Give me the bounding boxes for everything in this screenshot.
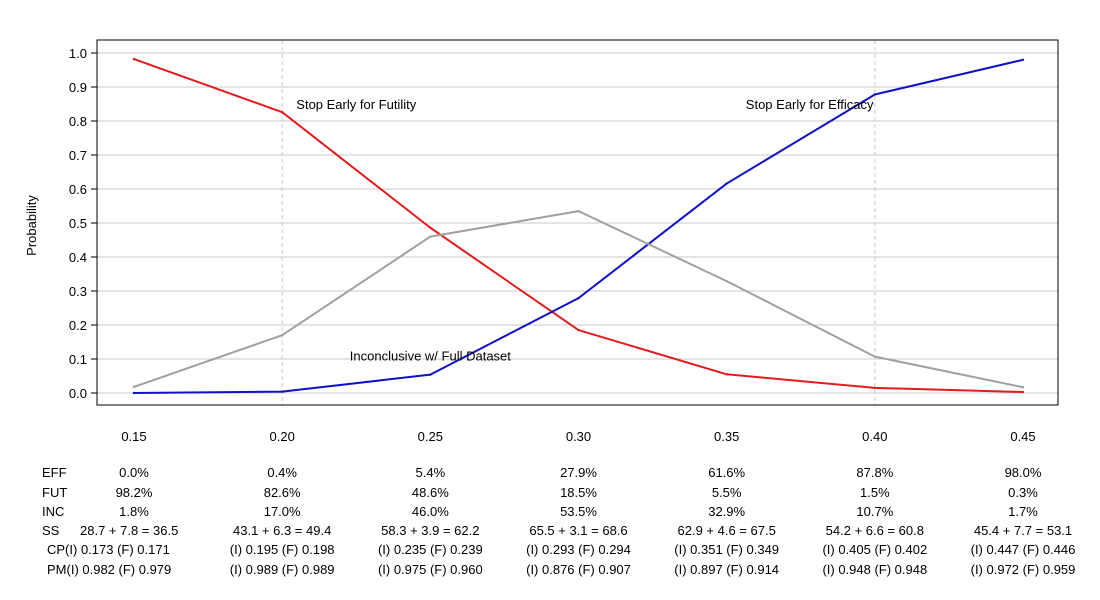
table-row-label: INC [42, 504, 64, 519]
y-tick-label: 0.2 [69, 318, 87, 333]
grid-lines [97, 52, 1058, 394]
table-cell: (I) 0.989 (F) 0.989 [230, 562, 335, 577]
x-axis: 0.15 0.20 0.25 0.30 0.35 0.40 0.45 [121, 429, 1035, 444]
x-tick-label: 0.30 [566, 429, 591, 444]
table-cell: 98.2% [116, 485, 153, 500]
series-line-futility [133, 58, 1024, 393]
data-point-futility [132, 57, 136, 61]
table-cell: (I) 0.405 (F) 0.402 [822, 542, 927, 557]
data-point-inconclusive [577, 209, 580, 213]
summary-table: EFF 0.0% 0.4% 5.4% 27.9% 61.6% 87.8% 98.0% FUT 98… [42, 465, 1075, 577]
table-cell: 0.4% [267, 465, 297, 480]
table-cell: 82.6% [264, 485, 301, 500]
table-cell: 48.6% [412, 485, 449, 500]
data-point-efficacy [1021, 58, 1025, 61]
table-cell: 1.8% [119, 504, 149, 519]
data-point-efficacy [577, 296, 580, 300]
table-cell: (I) 0.351 (F) 0.349 [674, 542, 779, 557]
table-cell: (I) 0.195 (F) 0.198 [230, 542, 335, 557]
table-cell: 43.1 + 6.3 = 49.4 [233, 523, 331, 538]
y-tick-label: 0.1 [69, 352, 87, 367]
table-cell: (I) 0.972 (F) 0.959 [971, 562, 1076, 577]
x-tick-label: 0.40 [862, 429, 887, 444]
table-row-label: SS [42, 523, 60, 538]
x-tick-label: 0.20 [270, 429, 295, 444]
data-point-efficacy [280, 390, 284, 393]
data-point-efficacy [725, 182, 728, 185]
table-cell: 54.2 + 6.6 = 60.8 [826, 523, 924, 538]
data-point-futility [873, 386, 877, 390]
y-tick-label: 1.0 [69, 46, 87, 61]
annotation-label: Stop Early for Efficacy [746, 97, 874, 112]
table-cell: 45.4 + 7.7 = 53.1 [974, 523, 1072, 538]
table-cell: 53.5% [560, 504, 597, 519]
data-point-efficacy [429, 373, 432, 376]
y-tick-label: 0.0 [69, 386, 87, 401]
annotation-label: Inconclusive w/ Full Dataset [350, 349, 512, 364]
table-row-label: EFF [42, 465, 67, 480]
data-point-efficacy [132, 391, 136, 395]
x-tick-label: 0.45 [1010, 429, 1035, 444]
table-cell: 61.6% [708, 465, 745, 480]
y-tick-label: 0.9 [69, 80, 87, 95]
table-cell: 5.5% [712, 485, 742, 500]
data-point-inconclusive [280, 334, 284, 337]
table-cell: (I) 0.948 (F) 0.948 [822, 562, 927, 577]
data-point-inconclusive [429, 235, 432, 238]
data-point-efficacy [873, 93, 877, 96]
table-cell: (I) 0.235 (F) 0.239 [378, 542, 483, 557]
table-cell: 1.5% [860, 485, 890, 500]
x-tick-label: 0.35 [714, 429, 739, 444]
annotations: Stop Early for Futility Stop Early for Ef… [296, 97, 874, 364]
data-point-futility [280, 110, 284, 114]
data-point-futility [1021, 390, 1025, 394]
y-axis: 0.0 0.1 0.2 0.3 0.4 0.5 0.6 0.7 0.8 0.9 1.0 [69, 46, 97, 401]
table-cell: (I) 0.876 (F) 0.907 [526, 562, 631, 577]
table-cell: (I) 0.293 (F) 0.294 [526, 542, 631, 557]
series-line-efficacy [133, 58, 1024, 394]
x-tick-label: 0.25 [418, 429, 443, 444]
table-cell: 65.5 + 3.1 = 68.6 [529, 523, 627, 538]
data-point-inconclusive [873, 355, 877, 358]
data-point-futility [725, 373, 728, 376]
table-cell: 58.3 + 3.9 = 62.2 [381, 523, 479, 538]
table-cell: 10.7% [856, 504, 893, 519]
table-cell: 18.5% [560, 485, 597, 500]
y-axis-label: Probability [24, 195, 39, 256]
series-lines [132, 57, 1025, 395]
data-point-inconclusive [1021, 386, 1025, 389]
y-tick-label: 0.7 [69, 148, 87, 163]
x-tick-label: 0.15 [121, 429, 146, 444]
table-cell: (I) 0.975 (F) 0.960 [378, 562, 483, 577]
data-point-inconclusive [725, 279, 728, 283]
table-cell: (I) 0.447 (F) 0.446 [971, 542, 1076, 557]
vertical-reference-lines [281, 40, 876, 405]
table-cell: 98.0% [1005, 465, 1042, 480]
table-cell: 0.3% [1008, 485, 1038, 500]
table-cell: 27.9% [560, 465, 597, 480]
table-row-label: FUT [42, 485, 67, 500]
table-cell: (I) 0.897 (F) 0.914 [674, 562, 779, 577]
annotation-label: Stop Early for Futility [296, 97, 416, 112]
table-cell: 62.9 + 4.6 = 67.5 [678, 523, 776, 538]
data-point-futility [429, 226, 432, 229]
table-row-label: CP(I) 0.173 (F) 0.171 [47, 542, 170, 557]
y-tick-label: 0.3 [69, 284, 87, 299]
data-point-inconclusive [132, 385, 136, 389]
y-tick-label: 0.4 [69, 250, 87, 265]
y-tick-label: 0.6 [69, 182, 87, 197]
table-cell: 46.0% [412, 504, 449, 519]
table-cell: 28.7 + 7.8 = 36.5 [80, 523, 178, 538]
y-tick-label: 0.5 [69, 216, 87, 231]
table-cell: 1.7% [1008, 504, 1038, 519]
table-cell: 5.4% [416, 465, 446, 480]
data-point-futility [577, 328, 580, 332]
table-cell: 0.0% [119, 465, 149, 480]
table-cell: 87.8% [856, 465, 893, 480]
table-row-label: PM(I) 0.982 (F) 0.979 [47, 562, 171, 577]
y-tick-label: 0.8 [69, 114, 87, 129]
table-cell: 32.9% [708, 504, 745, 519]
table-cell: 17.0% [264, 504, 301, 519]
